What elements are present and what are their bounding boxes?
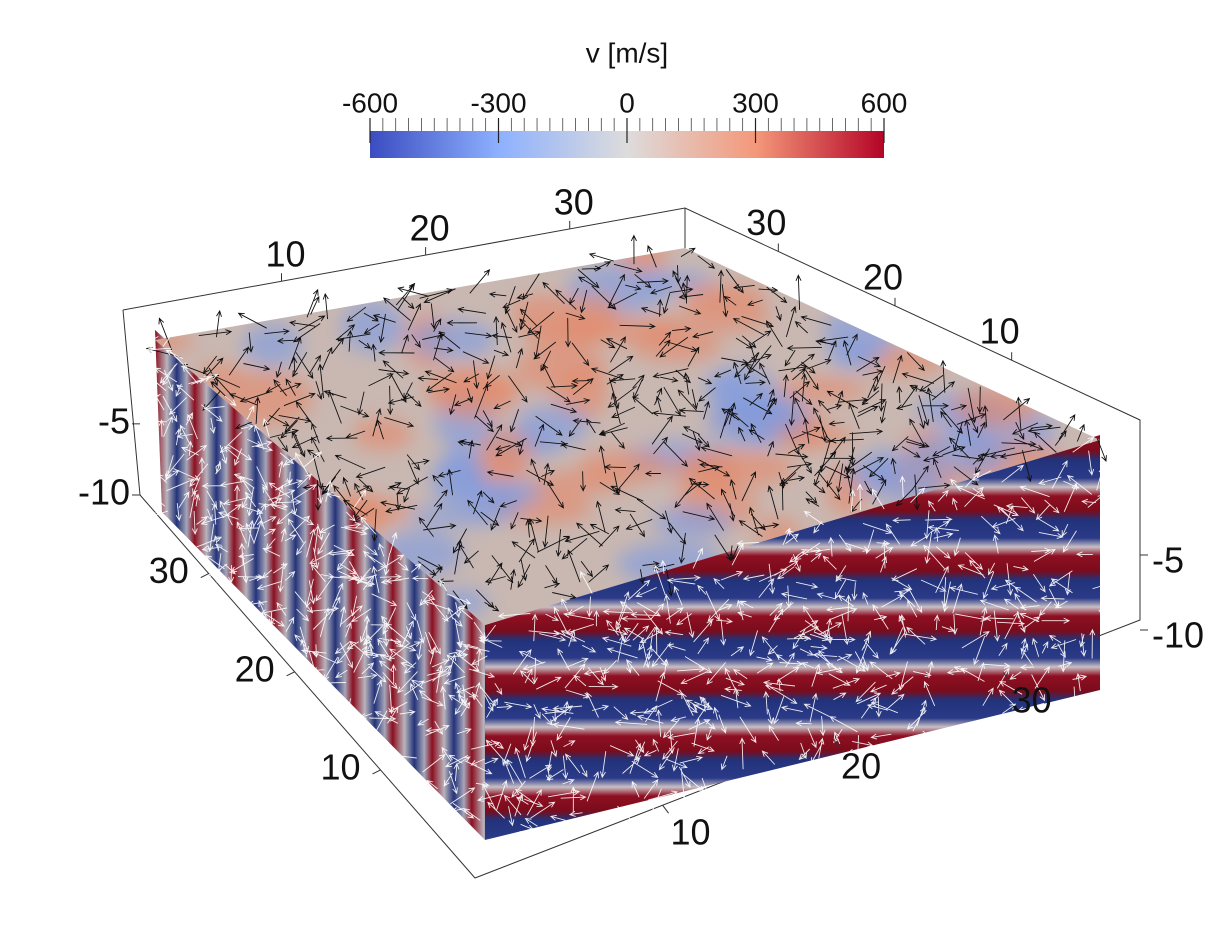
- axis-tick-label: 20: [863, 256, 903, 297]
- axis-tick-label: 10: [265, 234, 305, 275]
- glyphs: [138, 234, 1113, 846]
- colorbar-title: v [m/s]: [586, 37, 668, 68]
- texture-blob: [555, 366, 609, 420]
- colorbar-tick-label: -600: [342, 87, 398, 118]
- axis-tick: [832, 738, 840, 748]
- texture-blob: [951, 387, 1039, 429]
- axis-tick-label: 10: [320, 746, 360, 787]
- texture-blob: [683, 296, 772, 333]
- axis-tick: [662, 804, 669, 814]
- colorbar-tick-label: 600: [861, 87, 908, 118]
- white-arrows: [138, 328, 1113, 846]
- texture-blob: [775, 376, 868, 402]
- texture-blob: [772, 424, 855, 449]
- texture-blob: [409, 319, 497, 359]
- axis-tick-label: -5: [1152, 540, 1184, 581]
- texture-blob: [216, 371, 313, 427]
- texture-blob: [242, 323, 302, 367]
- texture-blob: [673, 449, 739, 498]
- axis-tick-label: 30: [554, 181, 594, 222]
- axis-tick-label: 30: [746, 202, 786, 243]
- texture-blob: [429, 366, 517, 420]
- axis-tick-label: 30: [149, 550, 189, 591]
- axis-tick-label: 30: [1012, 679, 1052, 720]
- texture-blob: [528, 469, 630, 495]
- texture-blob: [630, 327, 722, 363]
- axis-tick-label: -5: [98, 400, 130, 441]
- texture-blob: [653, 505, 733, 539]
- axis-tick-label: 20: [410, 208, 450, 249]
- right-face: [485, 435, 1100, 840]
- axis-labels: 10 20 30 30 20 10 30 20 10 10 20 30 -5 -10 -5 -10: [78, 181, 1204, 852]
- axis-tick: [286, 671, 295, 677]
- texture-blob: [430, 454, 487, 507]
- axis-tick: [372, 769, 381, 775]
- axis-tick-label: 10: [671, 812, 711, 853]
- texture-blob: [525, 320, 607, 350]
- colorbar-tick-label: 0: [619, 87, 635, 118]
- texture-blob: [619, 248, 669, 273]
- volume: [138, 234, 1113, 846]
- axis-tick-label: -10: [78, 472, 130, 513]
- texture-blob: [514, 405, 590, 446]
- texture-blob: [823, 306, 898, 361]
- black-arrows: [145, 234, 1107, 612]
- axis-tick: [1003, 672, 1010, 682]
- colorbar-tick-label: -300: [470, 87, 526, 118]
- axis-tick-label: 20: [235, 648, 275, 689]
- colorbar-tick-label: 300: [732, 87, 779, 118]
- colorbar: v [m/s] -600 -300 0 300 600: [342, 37, 907, 158]
- axis-tick-label: 10: [980, 311, 1020, 352]
- axis-tick-label: 20: [841, 746, 881, 787]
- axis-tick: [200, 573, 209, 579]
- axis-tick-label: -10: [1152, 615, 1204, 656]
- texture-blob: [705, 366, 777, 418]
